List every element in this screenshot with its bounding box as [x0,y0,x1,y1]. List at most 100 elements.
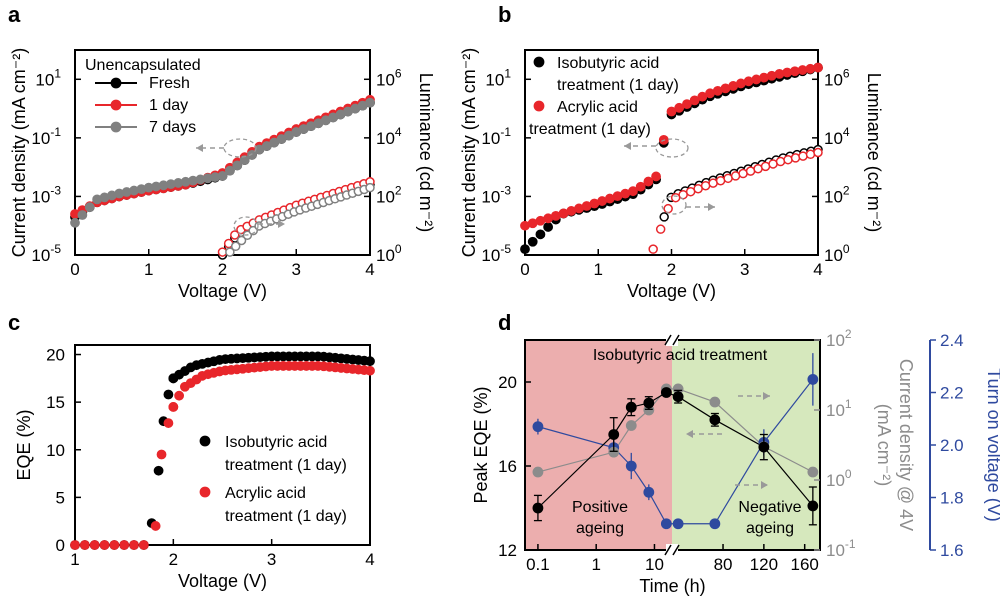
region-label-negative: Negative [738,499,801,516]
positive-ageing-region [525,340,672,550]
x-axis-label: Voltage (V) [178,571,267,591]
turn-on-point [672,518,684,530]
axis-break [672,544,680,556]
current-density-point [709,396,721,408]
axis-break [672,334,680,346]
axis-break [664,544,672,556]
data-point-current [365,97,375,108]
data-point [365,356,375,367]
x-axis-label: Voltage (V) [178,281,267,301]
turn-on-point [625,460,637,472]
peak-eqe-point [608,429,620,440]
legend-marker [110,99,122,111]
chart-panel-a: 0 1 2 3 4 101 10-1 10-3 10-5 106 104 102 100 Voltage … [9,48,436,301]
legend-label: 1 day [149,97,188,114]
x-tick-label: 2 [667,260,676,279]
data-point [150,521,161,531]
chart-panel-c: 1 2 3 4 0 5 10 15 20 Voltage (V) EQE (%) Isobutyric… [14,344,375,591]
data-point-luminance [225,247,235,257]
x-tick-label: 1 [144,260,153,279]
data-point-current [224,165,235,176]
arrow-left-current-head [686,430,693,438]
y2-tick-label: 102 [376,183,402,206]
x-tick-label: 3 [292,260,301,279]
data-point [109,540,120,550]
data-point-luminance [655,224,666,234]
y-axis-label: Current density (mA cm⁻²) [459,48,479,258]
region-label-negative-2: ageing [746,520,794,537]
turn-on-point [660,518,672,530]
data-point [79,540,90,550]
legend-marker [533,100,545,112]
data-point-current [635,181,646,192]
data-point-luminance [798,151,808,161]
y2-axis-label: Luminance (cd m⁻²) [864,73,884,233]
negative-ageing-region [672,340,820,550]
y-tick-label: 0 [56,536,65,555]
peak-eqe-point [807,500,819,512]
y-tick-label: 15 [46,393,65,412]
annotation-ellipse [661,195,687,215]
x-tick-label: 0 [70,260,79,279]
legend-label-1b: treatment (1 day) [557,77,679,94]
region-label-positive-2: ageing [576,520,624,537]
x-tick-label: 4 [365,550,374,569]
y-tick-label: 20 [498,373,517,392]
data-point-luminance [805,149,816,160]
y3-tick-label: 1.8 [940,489,964,508]
x-tick-label: 120 [750,555,778,574]
panel-letter-c: c [8,310,20,335]
data-point [156,449,167,460]
turn-on-point [709,518,721,530]
x-tick-label: 2 [169,550,178,569]
data-point-current [527,236,538,247]
y3-tick-label: 2.2 [940,384,964,403]
y2-tick-label: 104 [376,125,402,148]
arrow-left-head [624,142,631,150]
y-tick-label: 10-3 [31,183,61,206]
x-tick-label: 2 [218,260,227,279]
legend-label-2b: treatment (1 day) [529,121,651,138]
annotation-ellipse [233,216,259,236]
peak-eqe-point [709,414,721,426]
arrow-right-head [708,203,715,211]
data-point-current [247,149,257,160]
data-point-current [520,244,530,255]
panel-letter-d: d [498,310,511,335]
x-tick-label: 1 [594,260,603,279]
chart-title: Isobutyric acid treatment [593,347,768,364]
peak-eqe-point [758,441,770,453]
data-point [365,365,375,376]
y-tick-label: 20 [46,346,65,365]
data-point-current [628,186,638,197]
current-density-point [807,466,819,478]
y2-tick-label: 106 [376,66,402,89]
data-point-luminance [365,182,375,193]
data-point-current [84,202,95,213]
legend-label-1a: Isobutyric acid [557,55,659,72]
arrow-right-turnon-head [761,481,768,489]
x-tick-label: 160 [791,555,819,574]
data-point-current [813,62,823,73]
y2-tick-label: 106 [824,66,850,89]
y-axis-label: Current density (mA cm⁻²) [9,48,29,258]
data-point-luminance [783,154,793,165]
legend-label: 7 days [149,119,196,136]
y-tick-label: 101 [485,66,511,89]
arrow-right-head [278,220,285,228]
x-tick-label: 1 [591,555,600,574]
y-tick-label: 10-3 [481,183,511,206]
data-point [174,390,185,401]
turn-on-point [807,373,819,385]
turn-on-point [532,421,544,433]
turn-on-point [643,486,655,498]
y3-tick-label: 2.4 [940,331,964,350]
y2-tick-label: 102 [824,183,850,206]
x-tick-label: 80 [714,555,733,574]
y-tick-label: 10-5 [31,242,61,265]
x-tick-label: 10 [645,555,664,574]
x-tick-label: 3 [267,550,276,569]
data-point-current [535,229,546,240]
annotation-ellipse [655,138,689,158]
x-tick-label: 4 [365,260,374,279]
